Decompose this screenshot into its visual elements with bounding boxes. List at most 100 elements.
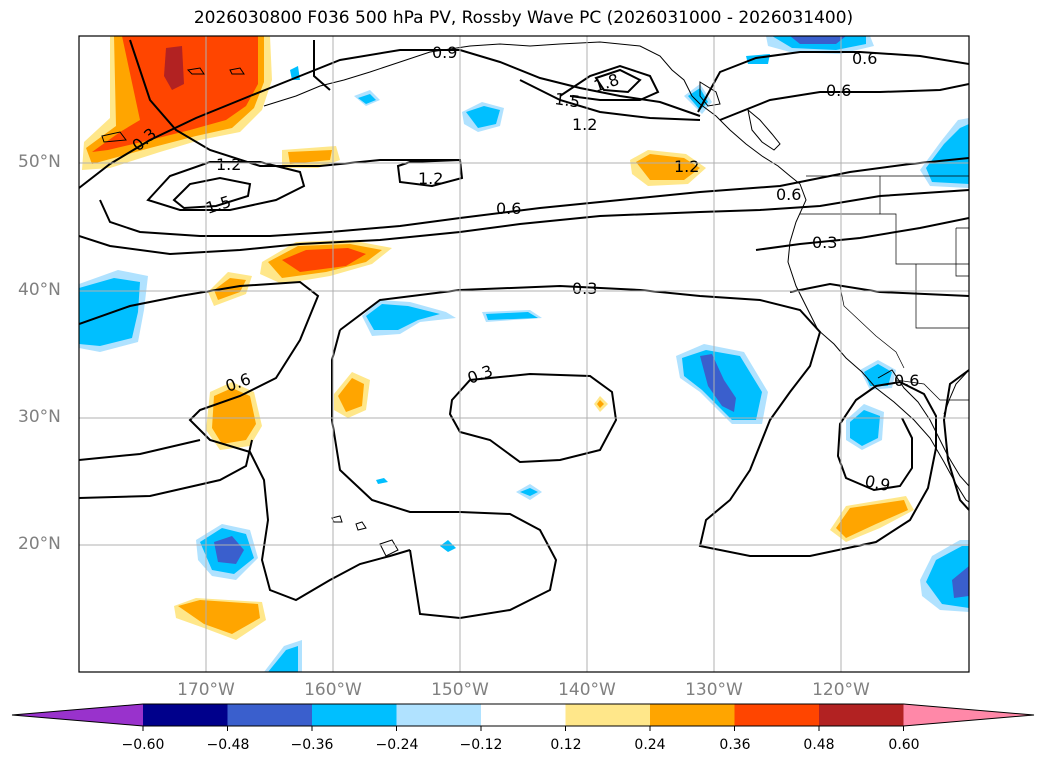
contour-label: 0.6 xyxy=(894,371,919,390)
contour-label: 0.6 xyxy=(852,49,877,68)
positive-anomaly xyxy=(92,36,258,152)
lon-label: 170°W xyxy=(177,680,235,700)
contour-line xyxy=(79,49,701,189)
positive-anomaly xyxy=(282,248,366,272)
positive-anomaly xyxy=(214,278,246,300)
contour-line xyxy=(79,439,201,461)
contour-label: 1.5 xyxy=(553,89,581,111)
contour-label: 0.6 xyxy=(826,81,851,100)
colorbar-segment xyxy=(819,704,904,726)
contour-line xyxy=(789,282,969,297)
contour-label: 1.2 xyxy=(418,169,443,188)
contour-line xyxy=(396,158,464,188)
negative-anomaly xyxy=(358,94,376,104)
island-coast xyxy=(355,521,367,531)
contour-line xyxy=(79,189,969,256)
negative-anomaly xyxy=(466,106,500,128)
mexico-border xyxy=(895,379,969,401)
negative-anomaly xyxy=(850,410,880,446)
contour-line xyxy=(79,439,253,499)
state-border xyxy=(839,285,905,369)
negative-anomaly xyxy=(864,364,892,386)
contour-layer xyxy=(79,39,969,620)
island-coast xyxy=(379,539,399,557)
colorbar-segment xyxy=(650,704,735,726)
negative-anomaly xyxy=(376,478,388,484)
state-border xyxy=(879,176,969,265)
positive-anomaly xyxy=(178,600,260,634)
contour-line xyxy=(129,39,460,167)
contour-line xyxy=(519,79,701,121)
colorbar-segment xyxy=(734,704,820,726)
north-america-coast xyxy=(263,41,969,503)
contour-line xyxy=(594,68,642,94)
colorbar-segment xyxy=(481,704,566,726)
colorbar-tick-label: 0.24 xyxy=(634,737,666,753)
negative-anomaly xyxy=(700,354,736,412)
lat-label: 50°N xyxy=(18,152,61,172)
contour-line xyxy=(313,40,331,91)
colorbar-tick-label: −0.12 xyxy=(459,737,503,753)
positive-anomaly xyxy=(836,500,908,538)
negative-anomaly xyxy=(79,278,140,346)
colorbar-segment xyxy=(565,704,651,726)
contour-line xyxy=(719,83,969,121)
contour-line xyxy=(79,280,411,602)
shading-layer xyxy=(79,36,969,672)
lon-label: 150°W xyxy=(431,680,489,700)
colorbar-segment xyxy=(312,704,397,726)
contour-label: 1.2 xyxy=(216,155,241,174)
chart-title: 2026030800 F036 500 hPa PV, Rossby Wave … xyxy=(193,8,854,28)
positive-anomaly xyxy=(636,154,700,180)
negative-anomaly xyxy=(440,540,456,552)
colorbar-extend-high xyxy=(903,704,1034,726)
colorbar-segment xyxy=(396,704,482,726)
contour-label: 1.2 xyxy=(674,157,699,176)
contour-label: 0.9 xyxy=(863,471,892,495)
contour-line xyxy=(331,329,558,620)
positive-anomaly xyxy=(338,378,364,412)
lon-label: 160°W xyxy=(304,680,362,700)
negative-anomaly xyxy=(520,488,538,496)
contour-line xyxy=(697,51,969,113)
contour-line xyxy=(559,64,660,101)
negative-anomaly xyxy=(790,36,846,44)
colorbar-tick-label: 0.60 xyxy=(888,737,920,753)
positive-anomaly xyxy=(164,46,184,90)
lon-label: 130°W xyxy=(685,680,743,700)
colorbar-tick-label: 0.48 xyxy=(803,737,835,753)
lon-label: 140°W xyxy=(558,680,616,700)
contour-line xyxy=(755,217,969,251)
island-coast xyxy=(747,108,781,151)
contour-line xyxy=(942,369,969,511)
colorbar-tick-label: −0.36 xyxy=(290,737,334,753)
colorbar-tick-label: −0.24 xyxy=(375,737,419,753)
colorbar-tick-label: 0.12 xyxy=(550,737,582,753)
colorbar-segment xyxy=(227,704,313,726)
island-coast xyxy=(101,131,127,143)
negative-anomaly xyxy=(926,124,969,184)
map-frame xyxy=(78,35,970,673)
contour-label: 0.6 xyxy=(496,199,521,218)
contour-line xyxy=(146,161,306,211)
contour-label: 1.2 xyxy=(572,115,597,134)
gridline-layer xyxy=(79,36,969,672)
contour-label: 0.3 xyxy=(572,279,597,298)
state-border xyxy=(915,264,969,329)
negative-anomaly xyxy=(952,566,969,598)
colorbar-extend-low xyxy=(12,704,143,726)
contour-line xyxy=(172,176,252,210)
lon-label: 120°W xyxy=(812,680,870,700)
contour-line xyxy=(99,157,969,237)
lat-label: 20°N xyxy=(18,534,61,554)
positive-anomaly xyxy=(288,150,332,164)
positive-anomaly xyxy=(597,400,604,408)
island-coast xyxy=(186,67,205,75)
baja-coast xyxy=(877,369,969,487)
lat-label: 30°N xyxy=(18,407,61,427)
contour-label: 0.9 xyxy=(432,43,457,62)
negative-anomaly xyxy=(486,312,538,320)
negative-anomaly xyxy=(366,304,440,330)
